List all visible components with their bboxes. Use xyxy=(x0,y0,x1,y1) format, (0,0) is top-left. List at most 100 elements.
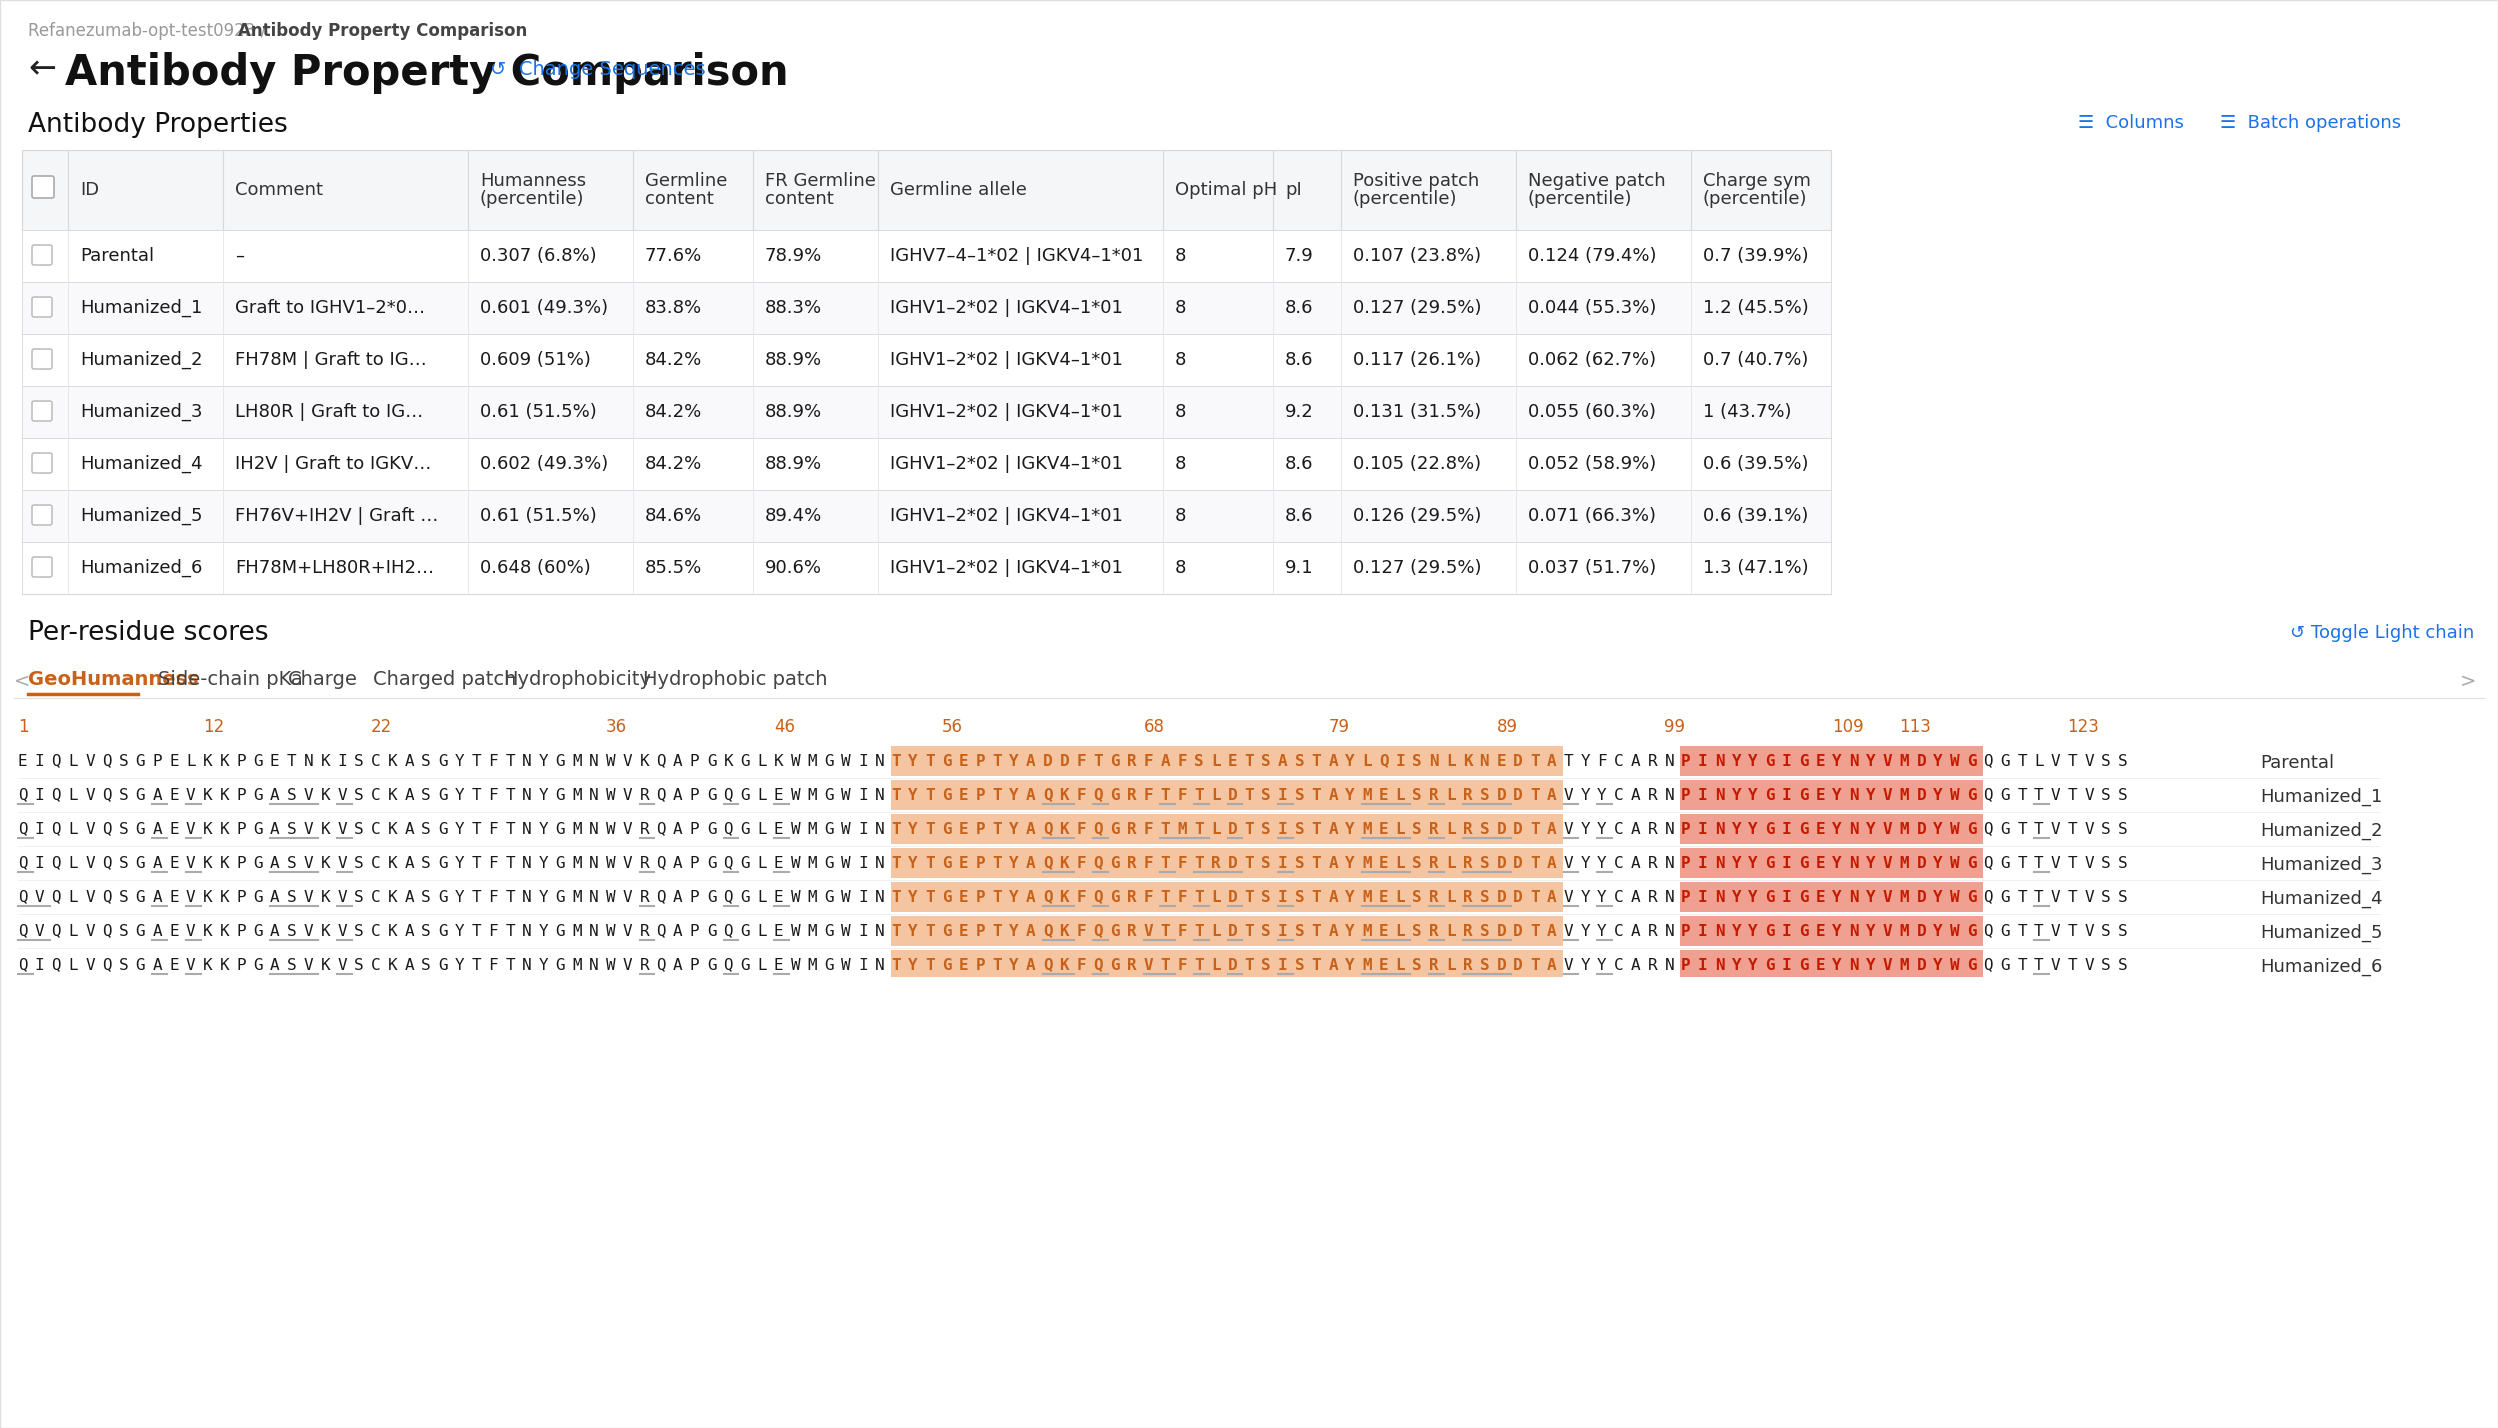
Text: R: R xyxy=(1464,924,1471,938)
Text: Y: Y xyxy=(540,754,550,768)
Text: Q: Q xyxy=(1983,890,1993,904)
Text: T: T xyxy=(2033,924,2043,938)
Text: R: R xyxy=(639,855,649,871)
Bar xyxy=(1024,745,1042,775)
Bar xyxy=(1276,950,1294,980)
Text: D: D xyxy=(1514,787,1524,803)
Text: N: N xyxy=(1714,958,1724,972)
Text: Y: Y xyxy=(1009,924,1019,938)
Text: Humanized_1: Humanized_1 xyxy=(2261,788,2383,807)
Text: S: S xyxy=(1411,890,1421,904)
Text: V: V xyxy=(337,821,347,837)
Text: Q: Q xyxy=(1094,855,1102,871)
Bar xyxy=(1276,814,1294,844)
Text: S: S xyxy=(120,855,127,871)
Text: I: I xyxy=(1699,787,1709,803)
Text: Q: Q xyxy=(102,924,112,938)
Text: I: I xyxy=(1699,890,1709,904)
Text: L: L xyxy=(1212,924,1222,938)
Text: Q: Q xyxy=(724,924,734,938)
Text: Humanness: Humanness xyxy=(480,171,587,190)
Text: G: G xyxy=(135,754,145,768)
Text: P: P xyxy=(1681,821,1691,837)
Text: E: E xyxy=(774,958,784,972)
Bar xyxy=(1714,814,1731,844)
Text: 85.5%: 85.5% xyxy=(644,558,702,577)
Bar xyxy=(1696,848,1714,878)
FancyBboxPatch shape xyxy=(32,557,52,577)
Text: N: N xyxy=(522,958,532,972)
Text: Q: Q xyxy=(102,821,112,837)
Bar xyxy=(1227,814,1244,844)
Text: A: A xyxy=(1329,855,1339,871)
Bar xyxy=(1799,848,1814,878)
Bar xyxy=(1731,883,1749,912)
Text: D: D xyxy=(1514,890,1524,904)
FancyBboxPatch shape xyxy=(32,176,55,198)
Bar xyxy=(1429,814,1444,844)
Text: S: S xyxy=(1261,787,1271,803)
Text: W: W xyxy=(607,924,615,938)
Bar xyxy=(892,950,907,980)
Bar xyxy=(1209,814,1227,844)
Text: 88.9%: 88.9% xyxy=(764,351,822,368)
Text: Y: Y xyxy=(1866,890,1876,904)
Text: W: W xyxy=(792,890,799,904)
Text: V: V xyxy=(305,958,312,972)
Bar xyxy=(1731,950,1749,980)
Bar xyxy=(1394,814,1411,844)
Text: K: K xyxy=(320,754,330,768)
Text: F: F xyxy=(1144,787,1154,803)
Text: 22: 22 xyxy=(370,718,392,735)
Text: T: T xyxy=(992,787,1002,803)
Bar xyxy=(1866,780,1881,810)
Bar xyxy=(1546,915,1564,945)
Bar xyxy=(1931,950,1948,980)
Text: T: T xyxy=(472,890,482,904)
Text: Q: Q xyxy=(1042,787,1052,803)
Text: M: M xyxy=(572,754,582,768)
Text: P: P xyxy=(977,855,984,871)
Bar xyxy=(992,848,1009,878)
Bar xyxy=(1379,848,1394,878)
Bar xyxy=(1077,780,1092,810)
Bar xyxy=(1311,745,1326,775)
Text: I: I xyxy=(857,855,867,871)
Bar xyxy=(1849,814,1866,844)
Text: D: D xyxy=(1227,821,1237,837)
Text: V: V xyxy=(85,958,95,972)
Bar xyxy=(1898,780,1916,810)
Text: A: A xyxy=(270,787,280,803)
Text: K: K xyxy=(387,754,397,768)
Text: F: F xyxy=(1144,855,1154,871)
Text: S: S xyxy=(1194,754,1204,768)
Bar xyxy=(1429,915,1444,945)
Text: R: R xyxy=(1649,924,1656,938)
Text: N: N xyxy=(1849,787,1859,803)
Text: Y: Y xyxy=(455,787,465,803)
Bar xyxy=(1831,780,1849,810)
Bar xyxy=(957,814,974,844)
Text: K: K xyxy=(202,924,212,938)
Text: 0.126 (29.5%): 0.126 (29.5%) xyxy=(1354,507,1481,526)
Text: G: G xyxy=(707,924,717,938)
Text: Q: Q xyxy=(724,821,734,837)
Text: M: M xyxy=(807,890,817,904)
Text: 0.609 (51%): 0.609 (51%) xyxy=(480,351,592,368)
Text: 56: 56 xyxy=(942,718,964,735)
Text: T: T xyxy=(472,787,482,803)
Bar xyxy=(907,915,924,945)
Text: E: E xyxy=(959,821,969,837)
Text: Humanized_3: Humanized_3 xyxy=(80,403,202,421)
Bar xyxy=(1714,780,1731,810)
Bar xyxy=(1948,814,1966,844)
Text: Y: Y xyxy=(1834,787,1841,803)
Text: 90.6%: 90.6% xyxy=(764,558,822,577)
Text: Antibody Property Comparison: Antibody Property Comparison xyxy=(237,21,527,40)
Text: R: R xyxy=(1127,924,1137,938)
Text: Y: Y xyxy=(1834,890,1841,904)
Bar xyxy=(1361,915,1379,945)
Bar xyxy=(1916,915,1931,945)
Text: T: T xyxy=(2068,958,2078,972)
Bar xyxy=(1194,915,1209,945)
